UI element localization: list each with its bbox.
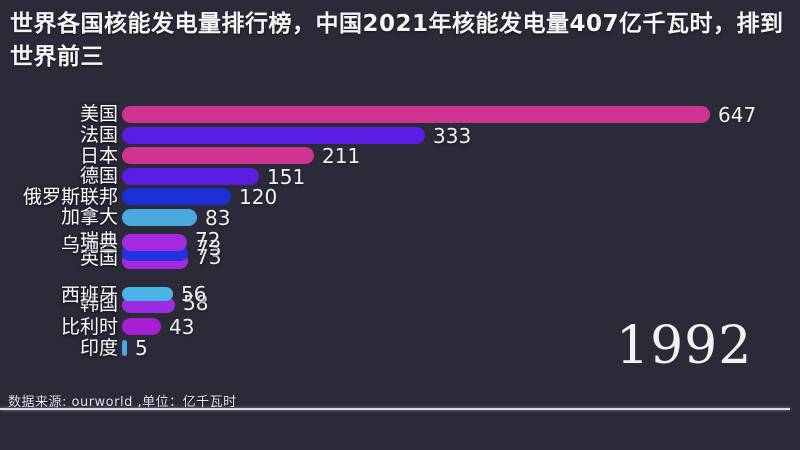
bar-label-4: 俄罗斯联邦 (22, 186, 118, 208)
bar-2 (122, 147, 314, 164)
bar-value-10: 58 (183, 291, 209, 315)
bar-label-3: 德国 (79, 165, 118, 187)
bar-label-10: 韩国 (79, 293, 118, 315)
bar-label-5: 加拿大 (60, 206, 118, 228)
bar-label-9: 西班牙 (60, 284, 118, 306)
footer-divider-line (0, 408, 790, 410)
bar-value-5: 83 (205, 206, 231, 230)
data-source-note: 数据来源: ourworld ,单位：亿千瓦时 (8, 395, 237, 410)
bar-12 (122, 340, 127, 356)
bar-label-12: 印度 (79, 337, 118, 359)
bar-value-3: 151 (267, 165, 306, 189)
page-title: 世界各国核能发电量排行榜，中国2021年核能发电量407亿千瓦时，排到世界前三 (10, 11, 784, 70)
bar-value-2: 211 (322, 144, 361, 168)
bar-6 (122, 234, 187, 251)
bar-label-2: 日本 (79, 145, 118, 167)
bar-value-12: 5 (135, 336, 148, 360)
bar-value-0: 647 (718, 103, 757, 127)
bar-value-9: 56 (181, 282, 207, 306)
bar-label-1: 法国 (79, 124, 118, 146)
bar-9 (122, 287, 173, 301)
bar-10 (122, 297, 175, 313)
bar-4 (122, 188, 231, 205)
bar-11 (122, 318, 161, 335)
bar-5 (122, 209, 197, 226)
bar-value-7: 73 (196, 236, 222, 260)
bar-label-7: 乌克兰 (60, 234, 118, 256)
bar-label-11: 比利时 (60, 316, 118, 338)
bar-value-4: 120 (239, 185, 278, 209)
bar-value-6: 72 (195, 228, 221, 252)
bar-label-0: 美国 (79, 103, 118, 125)
bar-value-11: 43 (169, 315, 195, 339)
bar-value-8: 73 (196, 245, 222, 269)
bar-value-1: 333 (433, 124, 472, 148)
bar-1 (122, 127, 425, 144)
bar-label-6: 瑞典 (79, 230, 118, 252)
bar-label-8: 英国 (79, 247, 118, 269)
bar-3 (122, 168, 259, 185)
bar-0 (122, 106, 710, 123)
year-label: 1992 (616, 316, 753, 376)
